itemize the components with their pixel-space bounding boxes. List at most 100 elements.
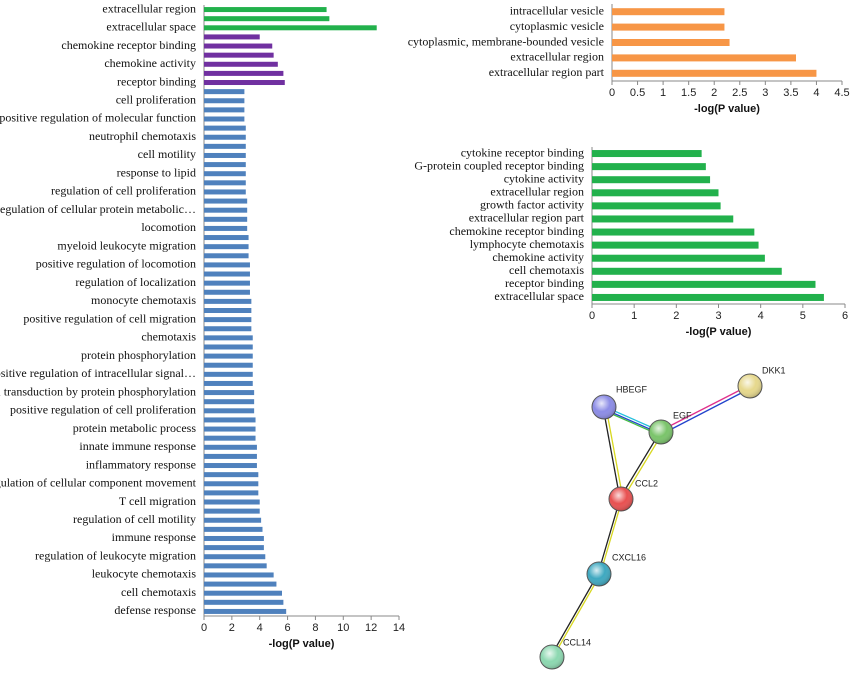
node-label: CCL2 [635,478,658,488]
x-tick-label: 4 [257,622,263,634]
y-tick-label: protein phosphorylation [81,348,196,362]
bar [204,517,262,523]
x-tick-label: 4 [813,87,819,99]
edge [597,498,621,575]
y-tick-label: defense response [114,603,196,617]
bar [612,54,796,62]
bar [204,298,252,304]
y-tick-label: immune response [112,530,196,544]
bar [204,490,259,496]
bar [204,554,266,560]
bar [204,107,245,113]
edges [550,384,752,658]
bar [204,7,327,13]
node-label: CCL14 [563,637,591,647]
node: CCL14 [539,637,591,670]
bar [204,380,253,386]
bar [592,176,711,184]
bar [204,308,252,313]
y-tick-label: leukocyte chemotaxis [92,567,197,581]
x-axis-title: -log(P value) [694,103,760,115]
bar [592,254,765,262]
x-tick-label: 6 [842,310,848,322]
bar [204,52,274,58]
bar [204,152,246,158]
bar [204,535,264,541]
bar [204,326,252,332]
x-axis-title: -log(P value) [686,326,752,338]
y-tick-label: inflammatory response [86,457,196,471]
y-tick-label: cell proliferation [116,93,196,107]
y-tick-label: regulation of cell motility [73,512,196,526]
y-tick-label: chemotaxis [141,330,196,344]
y-tick-label: positive regulation of molecular functio… [0,111,196,125]
y-tick-label: cytoplasmic vesicle [510,19,604,33]
x-tick-label: 10 [337,622,349,634]
bar [592,228,755,236]
bar [204,545,264,551]
bar [204,317,252,323]
y-tick-label: receptor binding [505,276,584,290]
edge [619,431,661,499]
bar [204,125,246,131]
bar [612,23,725,31]
y-tick-label: positive regulation of intracellular sig… [0,366,196,380]
node-label: DKK1 [762,365,786,375]
bar [204,581,277,587]
x-tick-label: 4 [758,310,764,322]
edge [605,406,624,500]
bar [204,189,246,195]
bar [204,235,249,241]
bar [204,426,256,432]
y-tick-label: cell motility [138,147,196,161]
bar [592,150,702,158]
x-tick-label: 3 [715,310,721,322]
x-tick-label: 12 [365,622,377,634]
x-tick-label: 2 [229,622,235,634]
x-tick-label: 1.5 [681,87,696,99]
y-tick-label: regulation of cell proliferation [51,184,196,198]
node-label: EGF [673,410,692,420]
x-tick-label: 5 [800,310,806,322]
y-tick-label: innate immune response [79,439,196,453]
bar [592,280,816,288]
chart: 0 1 2 3 4 5 6 -log(P value) cytokine receptor bi… [414,145,848,338]
bar [204,444,257,450]
y-tick-label: positive regulation of cell proliferatio… [10,403,196,417]
x-tick-label: 0 [609,87,615,99]
bar [204,371,253,377]
bar [204,526,263,532]
chart: 0 2 4 6 8 10 12 14 -log(P value) extracellular re… [0,1,405,650]
bar [204,344,253,350]
bar [592,293,824,301]
node-gloss [587,562,611,586]
x-tick-label: 6 [285,622,291,634]
node-gloss [738,374,762,398]
bar [204,472,259,478]
y-tick-label: neutrophil chemotaxis [89,129,196,143]
x-tick-label: 0.5 [630,87,645,99]
edge [602,406,621,500]
bar [592,202,721,210]
bar [204,417,256,423]
bar [204,16,330,22]
bar [204,353,253,359]
y-tick-label: protein metabolic process [73,421,197,435]
x-axis-title: -log(P value) [269,638,335,650]
bar [204,89,245,95]
x-tick-label: 2 [711,87,717,99]
bar [204,171,246,177]
bar [592,163,706,171]
edge [661,387,752,435]
node: EGF [648,410,692,445]
bar [204,499,260,505]
y-tick-label: regulation of cellular component movemen… [0,476,197,490]
y-tick-label: extracellular region [102,1,196,15]
bar [592,267,782,275]
bar [204,253,249,259]
bar [204,563,267,569]
bar [204,116,245,122]
node-label: HBEGF [616,384,648,394]
y-tick-label: locomotion [141,220,196,234]
